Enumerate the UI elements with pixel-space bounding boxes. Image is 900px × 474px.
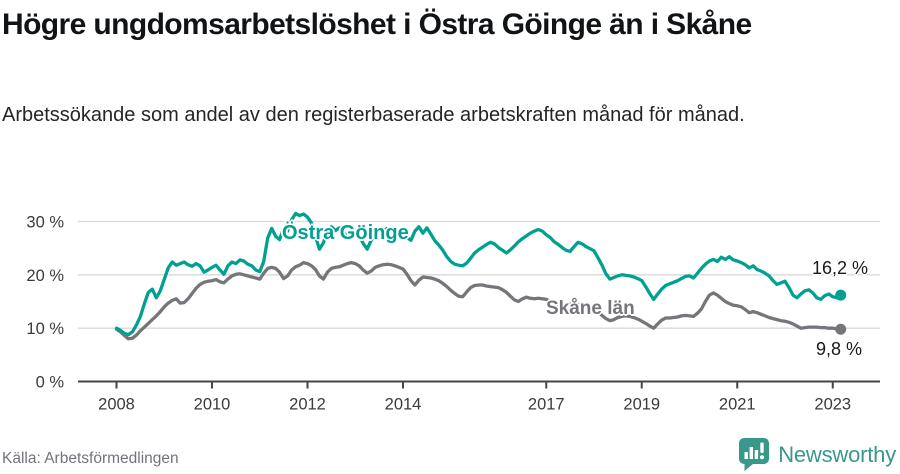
newsworthy-logo: Newsworthy xyxy=(739,438,896,471)
end-value-label-skane-lan: 9,8 % xyxy=(816,339,863,359)
x-axis-tick-label: 2023 xyxy=(814,396,851,414)
page-subtitle: Arbetssökande som andel av den registerb… xyxy=(2,104,745,126)
y-axis-tick-label: 20 % xyxy=(26,267,64,285)
y-axis-tick-label: 0 % xyxy=(36,374,65,392)
series-label-skane-lan: Skåne län xyxy=(546,298,635,319)
x-axis-tick-label: 2019 xyxy=(623,396,660,414)
source-note: Källa: Arbetsförmedlingen xyxy=(2,450,179,467)
x-axis-tick-label: 2017 xyxy=(528,396,565,414)
series-line xyxy=(114,211,843,337)
page-title: Högre ungdomsarbetslöshet i Östra Göinge… xyxy=(2,8,752,41)
y-axis-tick-label: 10 % xyxy=(26,320,64,338)
series-label-ostra-goinge: Östra Göinge xyxy=(282,222,409,244)
series-line xyxy=(114,260,843,341)
x-axis-tick-label: 2021 xyxy=(719,396,756,414)
end-value-label-ostra-goinge: 16,2 % xyxy=(812,258,869,278)
x-axis-tick-label: 2014 xyxy=(385,396,422,414)
newsworthy-logo-text: Newsworthy xyxy=(778,441,896,467)
x-axis-tick-label: 2010 xyxy=(194,396,231,414)
chart-area: 0 % 10 % 20 % 30 % 2008 2010 2012 2014 2017 2019 2… xyxy=(0,190,900,436)
newsworthy-logo-icon xyxy=(739,438,770,471)
x-axis-tick-label: 2008 xyxy=(98,396,135,414)
series-end-dot xyxy=(835,323,847,335)
y-axis-tick-label: 30 % xyxy=(26,214,64,232)
line-chart: 0 % 10 % 20 % 30 % 2008 2010 2012 2014 2017 2019 2… xyxy=(26,211,880,414)
x-axis-tick-label: 2012 xyxy=(289,396,326,414)
series-end-dot xyxy=(835,289,847,301)
